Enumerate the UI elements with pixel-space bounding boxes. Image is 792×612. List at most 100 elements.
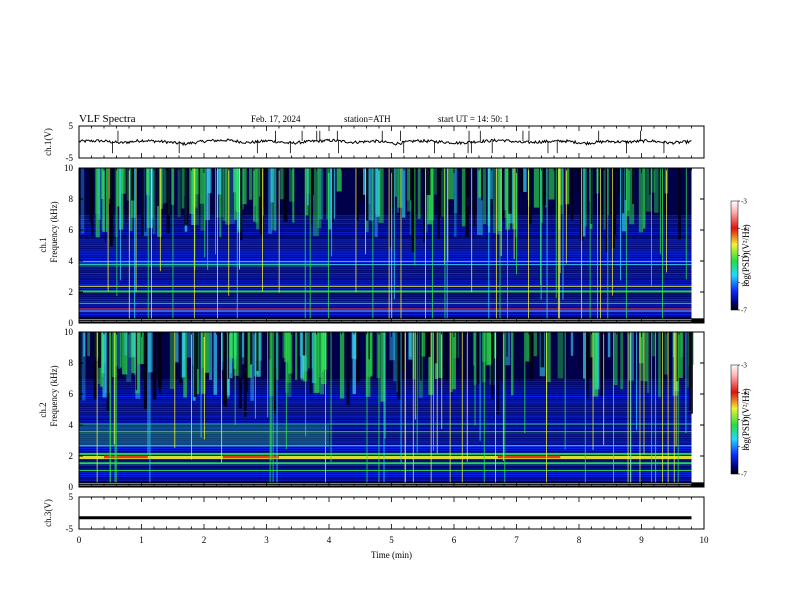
x-tick-label: 10 (700, 535, 710, 545)
ch1-spectrogram-wash (424, 168, 428, 233)
x-axis-label: Time (min) (371, 550, 412, 560)
ch2-spectrogram-gap (159, 332, 161, 393)
ch2-spectrogram-wash (320, 332, 327, 385)
ch1-spectrogram-wash (375, 168, 379, 217)
ch1-spectrogram-wash (129, 168, 133, 232)
ch2-spectrogram-gap (196, 332, 199, 369)
ch1-spectrogram-wash (378, 168, 384, 223)
ch2-spectrogram-gap (135, 332, 138, 391)
x-tick-label: 0 (77, 535, 82, 545)
ch2-spectrogram-wash (239, 332, 245, 358)
ch2-spectrogram-wash (351, 332, 357, 359)
ch1-spectrogram-gap (508, 168, 512, 214)
ch2-spectrogram-gap (600, 332, 605, 397)
ch2-spectrogram-wash (628, 332, 634, 381)
ch1-spectrogram-channel-label: ch.1 (38, 237, 48, 252)
ch1-spectrogram-gap (624, 168, 627, 201)
ch2-spectrogram-gap (80, 332, 82, 401)
ch2-spectrogram-gap (227, 332, 230, 379)
ch2-spectrogram-gap (106, 332, 110, 412)
ch2-spectrogram-red-band (497, 455, 561, 459)
ch1-spectrogram-wash (626, 168, 630, 211)
ch2-spectrogram-wash (646, 332, 650, 393)
ch2-spectrogram-wash (365, 332, 371, 397)
ch1-spectrogram-wash (160, 168, 163, 209)
ch2-spectrogram-band (79, 442, 692, 444)
ch2-spectrogram-gap (420, 332, 422, 381)
ch2-spectrogram-wash (412, 332, 417, 380)
ch2-spectrogram-wash (122, 332, 128, 375)
ch1-spectrogram-band (79, 295, 692, 297)
ch2-spectrogram-wash (284, 332, 289, 393)
ch1-spectrogram-ytick-label: 2 (69, 287, 74, 297)
ch3-waveform-ylabel: ch.3(V) (43, 499, 53, 527)
ch2-spectrogram-wash (80, 332, 86, 401)
ch2-spectrogram-gap (267, 332, 272, 360)
ch2-spectrogram-band (79, 444, 692, 446)
ch2-spectrogram-gap (193, 332, 198, 397)
ch1-spectrogram-wash (193, 168, 199, 195)
ch2-spectrogram-wash (100, 332, 104, 387)
ch2-spectrogram-wash (380, 332, 386, 402)
ch2-spectrogram-gap (400, 332, 405, 373)
ch2-spectrogram-band (79, 440, 692, 442)
ch2-spectrogram-wash (533, 332, 537, 357)
ch2-spectrogram-gap (368, 332, 370, 360)
ch2-spectrogram-wash (246, 332, 252, 378)
ch1-spectrogram-gap (605, 168, 608, 253)
ch1-spectrogram-wash (427, 168, 433, 225)
ch1-spectrogram-gap (426, 168, 430, 195)
ch1-spectrogram-wash (394, 168, 397, 197)
x-tick-label: 6 (452, 535, 457, 545)
ch1-spectrogram-gap (649, 168, 651, 195)
ch1-spectrogram-gap (631, 168, 635, 205)
ch2-spectrogram-wash (209, 332, 213, 380)
ch1-spectrogram-wash (533, 168, 540, 208)
ch1-spectrogram-band (79, 313, 692, 315)
ch2-spectrogram-wash (449, 332, 453, 392)
ch2-spectrogram-band (79, 451, 692, 453)
ch1-spectrogram-wash (448, 168, 454, 200)
ch1-spectrogram-gap (576, 168, 579, 193)
ch1-spectrogram-wash (274, 168, 277, 232)
ch2-spectrogram-wash (570, 332, 574, 356)
ch2-spectrogram-wash (300, 332, 305, 379)
ch2-spectrogram-gap (178, 332, 182, 384)
ch2-spectrogram-wash (451, 332, 456, 390)
ch1-spectrogram-gap (356, 168, 359, 221)
ch1-spectrogram-gap (528, 168, 532, 224)
ch1-spectrogram-wash (584, 168, 588, 227)
ch2-spectrogram-wash (175, 332, 179, 363)
ch2-spectrogram-line (79, 462, 692, 465)
ch2-spectrogram-wash (282, 332, 287, 358)
ch1-spectrogram-gap (263, 168, 266, 208)
ch2-spectrogram-gap (586, 332, 591, 379)
ch2-spectrogram-channel-label: ch.2 (38, 402, 48, 417)
ch2-spectrogram-red-band (104, 455, 148, 459)
ch2-spectrogram-wash (658, 332, 661, 398)
ch1-spectrogram-wash (406, 168, 411, 201)
ch2-spectrogram-gap (143, 332, 148, 410)
ch1-spectrogram-gap (437, 168, 440, 240)
ch1-spectrogram-wash (638, 168, 644, 233)
ch1-spectrogram-wash (116, 168, 121, 207)
ch2-spectrogram-wash (318, 332, 323, 378)
ch2-spectrogram-wash (389, 332, 396, 361)
ch1-spectrogram-wash (306, 168, 309, 206)
ch1-spectrogram-wash (157, 168, 162, 237)
ch1-spectrogram-wash (200, 168, 206, 231)
ch1-spectrogram-gap (104, 168, 107, 242)
ch2-spectrogram-band (79, 466, 692, 468)
ch1-spectrogram-band (79, 241, 692, 243)
ch2-spectrogram-wash (286, 332, 292, 383)
ch1-spectrogram-line (79, 310, 692, 312)
ch2-spectrogram-wash (135, 332, 141, 399)
ch1-spectrogram-wash (145, 168, 149, 195)
ch1-spectrogram-band (79, 304, 692, 306)
ch2-spectrogram-wash (557, 332, 564, 379)
ch1-spectrogram-wash (478, 168, 482, 198)
ch1-spectrogram-wash (482, 168, 487, 225)
ch1-spectrogram-wash (625, 168, 630, 217)
ch1-spectrogram-wash (407, 168, 411, 212)
ch1-spectrogram-wash (181, 168, 186, 209)
